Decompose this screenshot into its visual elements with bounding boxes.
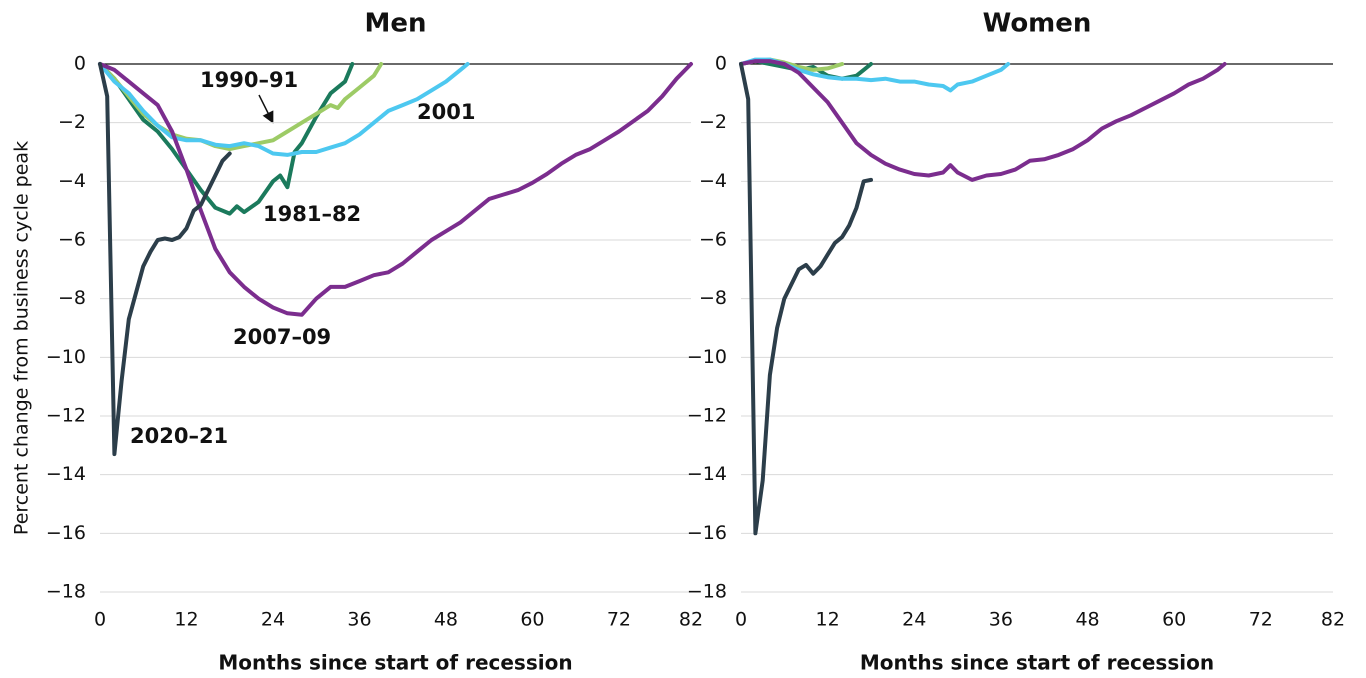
y-tick-label: −10 (46, 346, 86, 368)
y-tick-label: −6 (58, 229, 86, 251)
y-tick-label: −8 (699, 287, 727, 309)
x-tick-label: 82 (1321, 609, 1345, 631)
x-tick-label: 60 (520, 609, 544, 631)
series-line (98, 62, 470, 157)
y-tick-label: −16 (687, 522, 727, 544)
y-tick-label: −10 (687, 346, 727, 368)
x-tick-label: 0 (735, 609, 747, 631)
y-tick-label: 0 (715, 53, 727, 75)
x-tick-label: 82 (679, 609, 703, 631)
x-tick-label: 72 (1249, 609, 1273, 631)
x-tick-label: 36 (989, 609, 1013, 631)
x-tick-label: 60 (1162, 609, 1186, 631)
series-label: 1990–91 (200, 68, 298, 92)
x-tick-label: 12 (174, 609, 198, 631)
y-tick-label: −8 (58, 287, 86, 309)
y-tick-label: −16 (46, 522, 86, 544)
x-tick-label: 48 (1075, 609, 1099, 631)
y-tick-label: −6 (699, 229, 727, 251)
y-tick-label: −14 (687, 463, 727, 485)
y-tick-label: 0 (74, 53, 86, 75)
series-line (98, 62, 355, 216)
x-axis-label: Months since start of recession (218, 651, 572, 675)
y-tick-label: −18 (46, 581, 86, 603)
series-line (739, 62, 873, 536)
y-tick-label: −2 (58, 111, 86, 133)
x-tick-label: 24 (261, 609, 285, 631)
chart-title: Women (983, 9, 1092, 39)
series-line (98, 62, 232, 457)
series-label: 1981–82 (263, 202, 361, 226)
x-tick-label: 72 (607, 609, 631, 631)
y-tick-label: −4 (58, 170, 86, 192)
y-axis-label: Percent change from business cycle peak (11, 141, 33, 535)
series-label: 2007–09 (233, 325, 331, 349)
y-tick-label: −12 (687, 405, 727, 427)
y-tick-label: −18 (687, 581, 727, 603)
series-label: 2001 (417, 100, 475, 124)
series-line (739, 59, 1227, 182)
x-tick-label: 24 (902, 609, 926, 631)
x-tick-label: 48 (434, 609, 458, 631)
annotation-arrow (258, 94, 274, 124)
x-tick-label: 12 (816, 609, 840, 631)
x-axis-label: Months since start of recession (860, 651, 1214, 675)
x-tick-label: 0 (94, 609, 106, 631)
y-tick-label: −2 (699, 111, 727, 133)
x-tick-label: 36 (347, 609, 371, 631)
y-tick-label: −4 (699, 170, 727, 192)
series-label: 2020–21 (130, 424, 228, 448)
chart-title: Men (364, 9, 426, 39)
y-tick-label: −12 (46, 405, 86, 427)
series-line (98, 62, 693, 317)
y-tick-label: −14 (46, 463, 86, 485)
